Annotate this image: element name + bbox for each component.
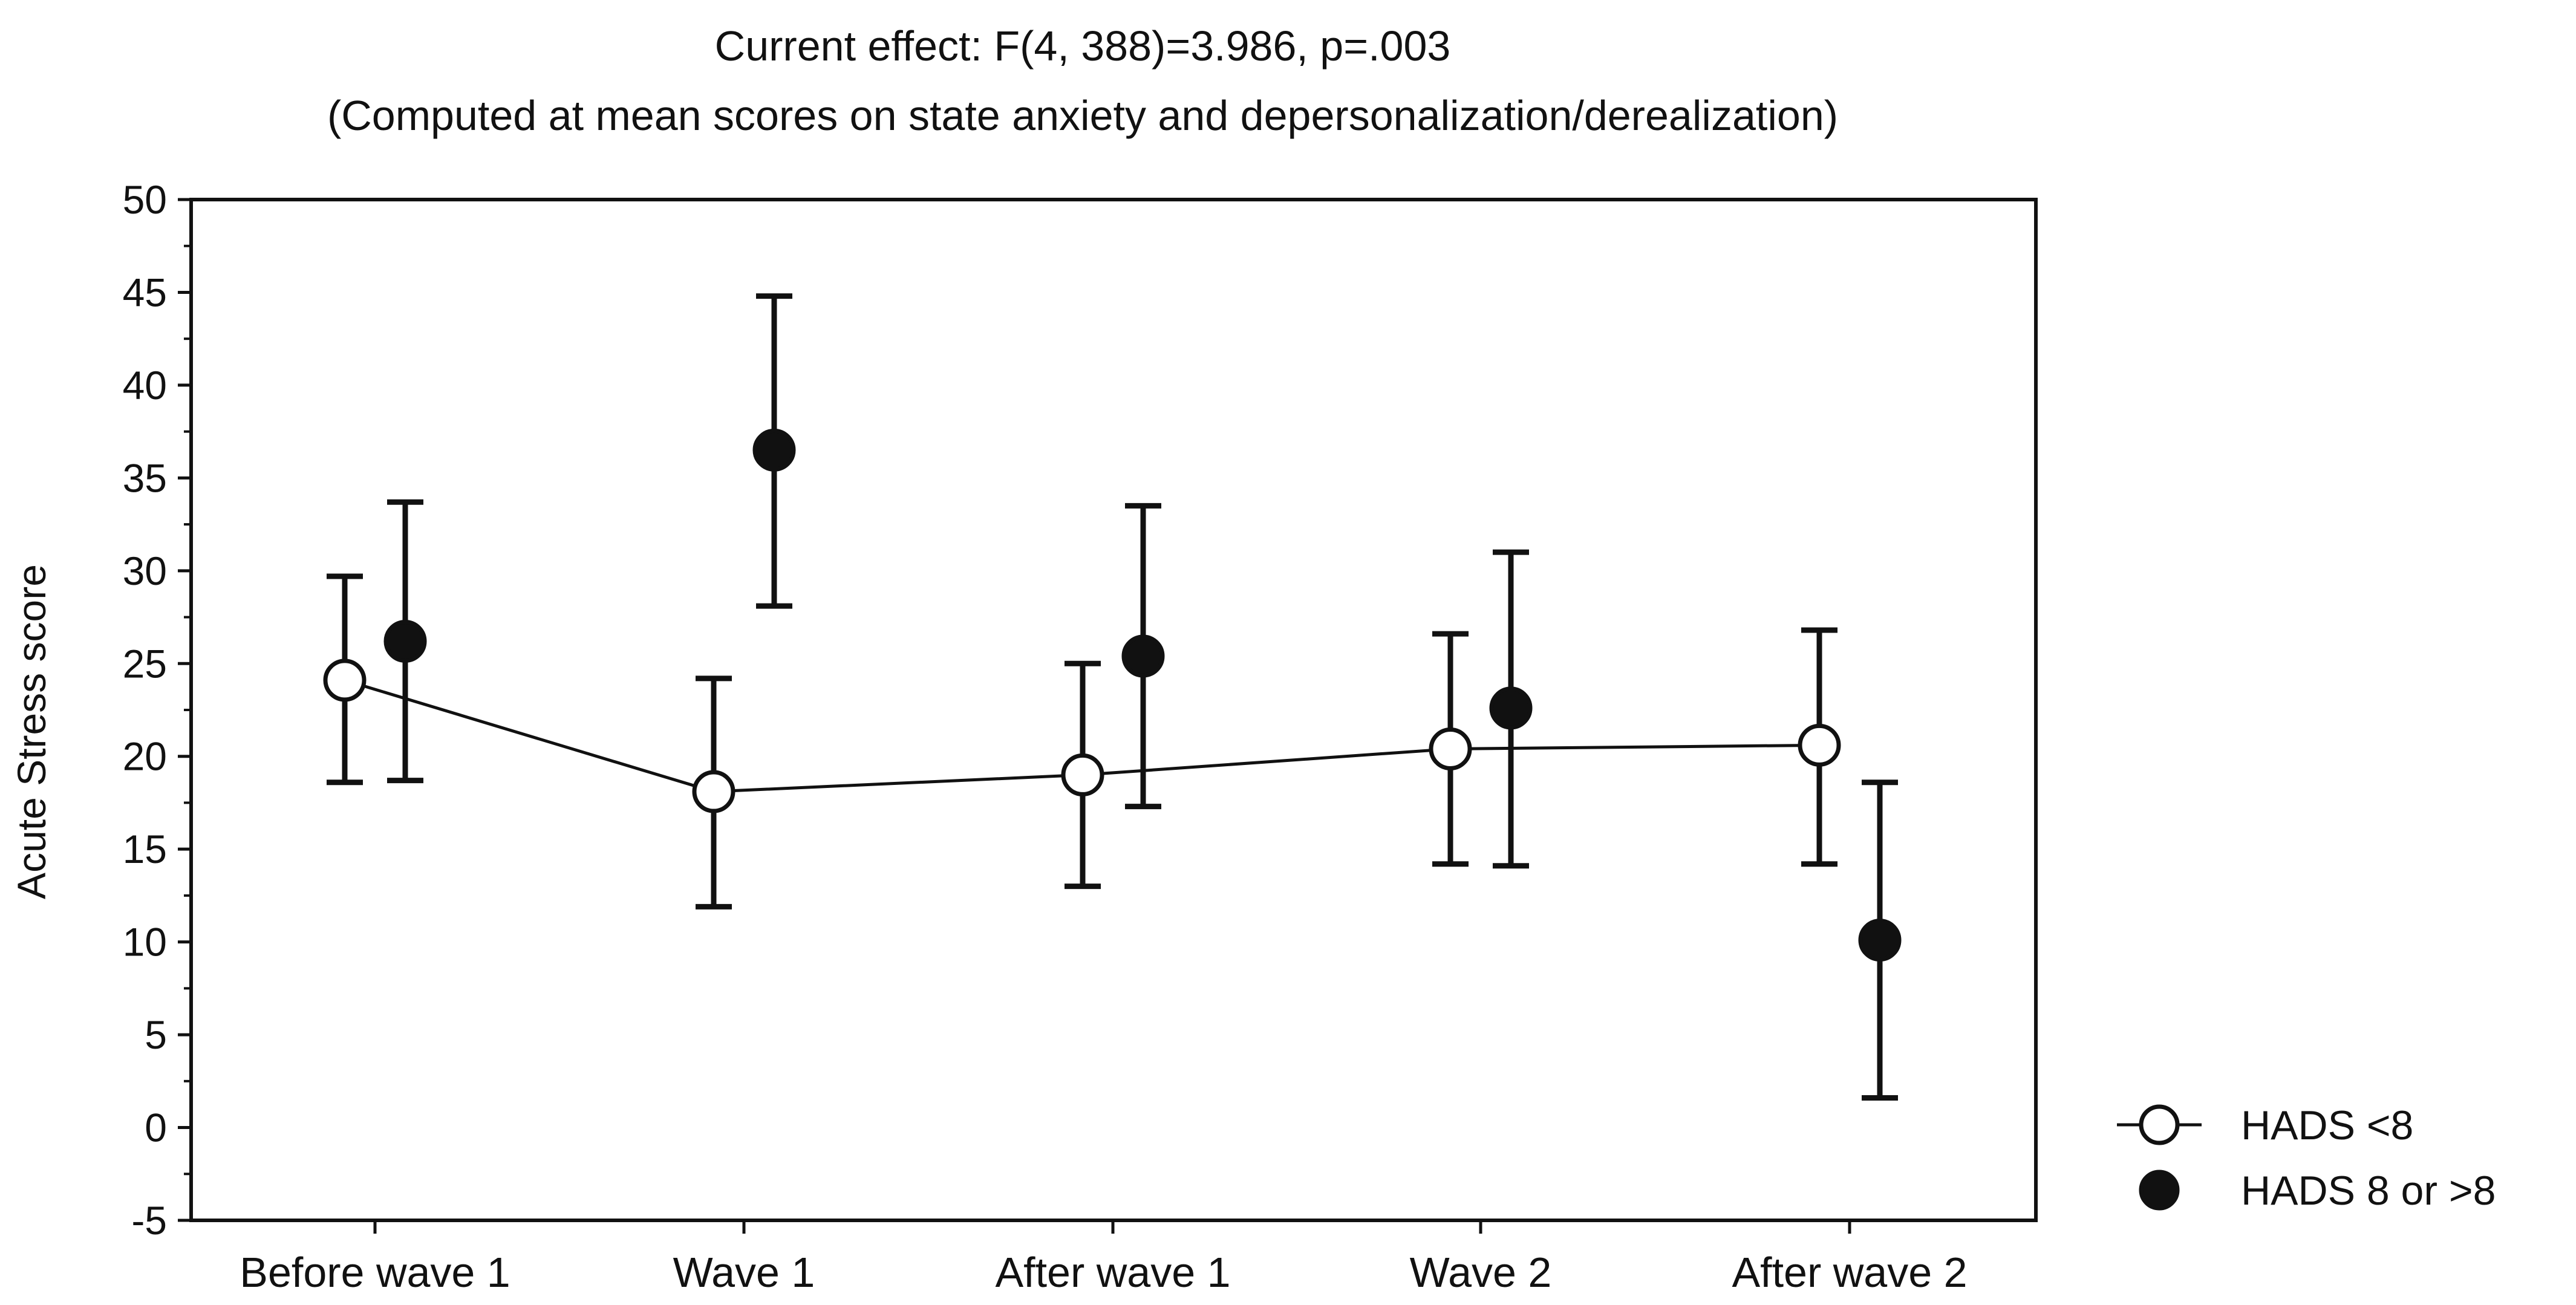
- data-point: [1061, 753, 1104, 796]
- legend-label: HADS 8 or >8: [2241, 1168, 2496, 1214]
- y-tick-label: 5: [145, 1012, 167, 1057]
- y-tick-label: 25: [123, 641, 167, 686]
- y-tick-label: -5: [131, 1198, 167, 1243]
- y-axis: -5 0 5 10 15 20 25 30 35 40 45 50: [123, 177, 191, 1243]
- x-tick-label: After wave 2: [1732, 1249, 1967, 1296]
- y-tick-label: 0: [145, 1105, 167, 1150]
- y-tick-label: 40: [123, 363, 167, 408]
- y-tick-label: 45: [123, 270, 167, 314]
- data-point: [323, 659, 367, 702]
- y-tick-label: 50: [123, 177, 167, 222]
- y-axis-label: Acute Stress score: [9, 564, 54, 899]
- y-tick-label: 10: [123, 920, 167, 965]
- chart-title: Current effect: F(4, 388)=3.986, p=.003: [715, 22, 1451, 70]
- y-tick-label: 30: [123, 548, 167, 593]
- data-point: [1121, 634, 1165, 678]
- legend-item: HADS <8: [2117, 1102, 2413, 1148]
- x-axis: Before wave 1 Wave 1 After wave 1 Wave 2 Aft…: [240, 1220, 1968, 1296]
- chart-subtitle: (Computed at mean scores on state anxiet…: [327, 92, 1838, 139]
- legend-item: HADS 8 or >8: [2139, 1168, 2496, 1214]
- y-tick-label: 35: [123, 455, 167, 500]
- data-point: [1858, 919, 1902, 962]
- legend-filled-circle-icon: [2139, 1170, 2180, 1211]
- legend: HADS <8 HADS 8 or >8: [2117, 1102, 2496, 1214]
- y-tick-label: 15: [123, 827, 167, 871]
- data-point: [1429, 727, 1472, 770]
- series-hads-under-8: [323, 573, 1841, 910]
- series-layer: [323, 293, 1902, 1101]
- x-tick-label: Before wave 1: [240, 1249, 510, 1296]
- x-tick-label: Wave 2: [1410, 1249, 1552, 1296]
- y-tick-label: 20: [123, 734, 167, 779]
- legend-label: HADS <8: [2241, 1102, 2413, 1148]
- x-tick-label: After wave 1: [995, 1249, 1230, 1296]
- data-point: [1798, 723, 1841, 767]
- data-point: [692, 770, 735, 813]
- series-hads-8-or-over: [383, 293, 1902, 1101]
- legend-open-circle-icon: [2139, 1104, 2180, 1145]
- plot-frame: [189, 198, 2038, 1222]
- data-point: [752, 428, 796, 472]
- x-tick-label: Wave 1: [673, 1249, 815, 1296]
- data-point: [383, 619, 427, 663]
- data-point: [1489, 686, 1533, 730]
